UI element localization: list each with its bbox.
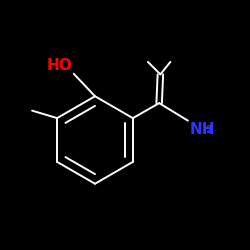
Text: NH: NH: [189, 122, 215, 137]
Text: 2: 2: [205, 125, 213, 135]
Text: HO: HO: [47, 58, 72, 72]
